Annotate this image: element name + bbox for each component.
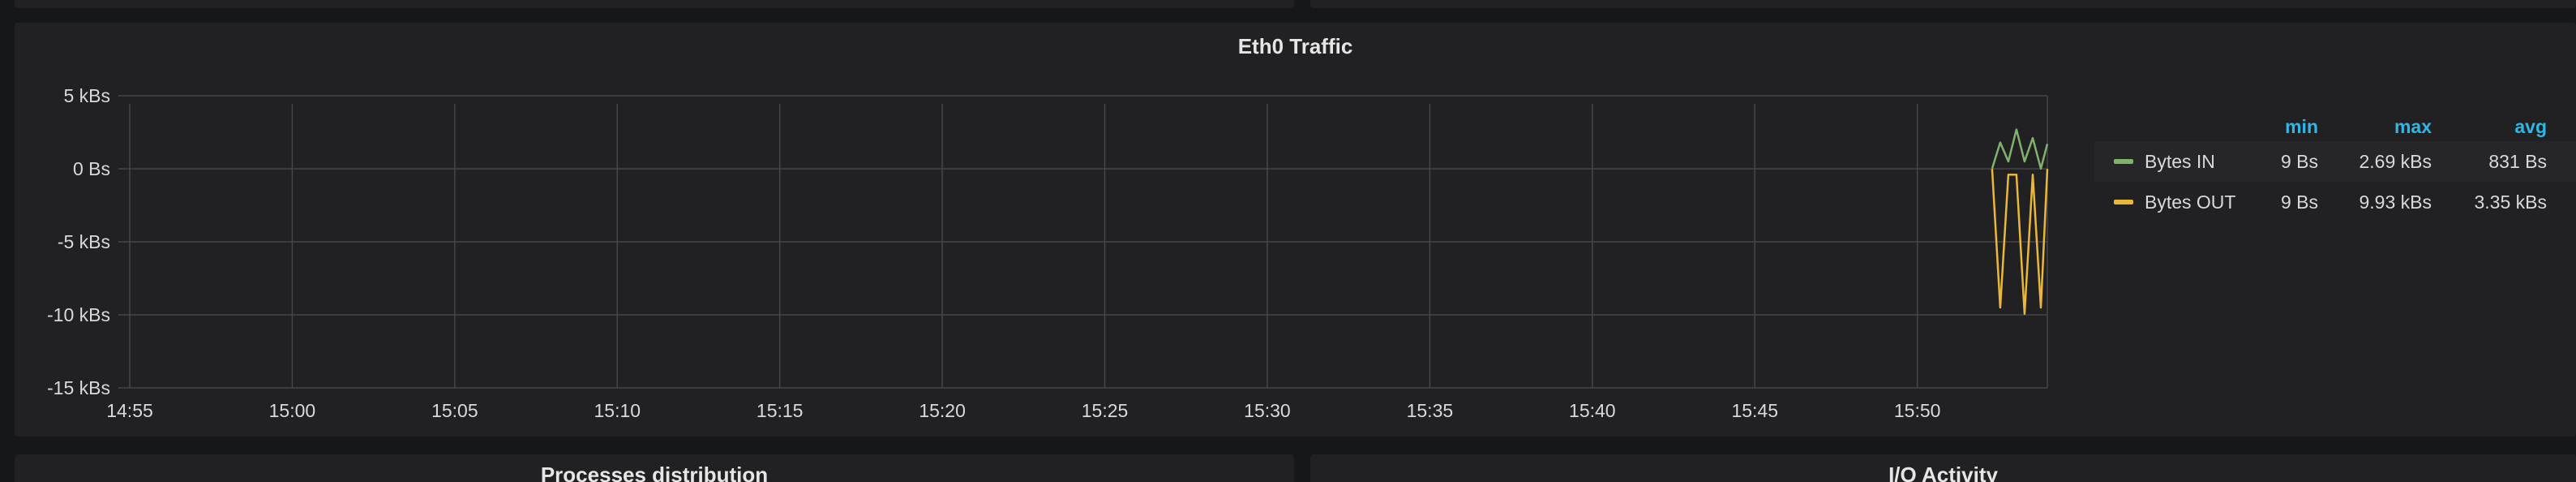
legend-header: min max avg [2094, 112, 2576, 141]
processes-distribution-panel: Processes distribution [15, 454, 1294, 482]
legend-avg-value: 3.35 kBs [2474, 191, 2548, 213]
io-activity-panel: I/O Activity [1310, 454, 2576, 482]
legend-header-avg[interactable]: avg [2514, 115, 2547, 137]
x-tick-label: 15:05 [431, 400, 478, 421]
x-tick-label: 14:55 [106, 400, 153, 421]
legend-row-bytes-in[interactable]: Bytes IN 9 Bs 2.69 kBs 831 Bs [2094, 141, 2576, 182]
top-left-panel-edge [15, 0, 1294, 8]
x-axis: 14:55 15:00 15:05 15:10 15:15 15:20 15:25 15:30… [106, 400, 1940, 421]
top-right-panel-edge [1310, 0, 2576, 8]
x-tick-label: 15:40 [1569, 400, 1616, 421]
legend-avg-value: 831 Bs [2488, 150, 2547, 172]
legend: min max avg Bytes IN 9 Bs 2.69 kBs 831 B… [2094, 112, 2576, 222]
x-tick-label: 15:20 [919, 400, 966, 421]
x-tick-label: 15:45 [1731, 400, 1778, 421]
legend-series-name[interactable]: Bytes IN [2145, 150, 2215, 172]
series[interactable] [1991, 128, 2049, 315]
grid [118, 95, 2048, 389]
legend-max-value: 9.93 kBs [2359, 191, 2432, 213]
x-tick-label: 15:00 [269, 400, 316, 421]
y-tick-label: 5 kBs [63, 85, 110, 106]
y-tick-label: 0 Bs [73, 158, 110, 179]
x-tick-label: 15:35 [1407, 400, 1454, 421]
legend-min-value: 9 Bs [2280, 150, 2318, 172]
legend-header-min[interactable]: min [2285, 115, 2318, 137]
panel-title[interactable]: Eth0 Traffic [1237, 34, 1353, 58]
legend-max-value: 2.69 kBs [2359, 150, 2432, 172]
x-tick-label: 15:15 [757, 400, 804, 421]
eth0-traffic-panel: Eth0 Traffic 5 kBs 0 Bs -5 kBs -10 kBs -15 k… [15, 23, 2576, 437]
legend-min-value: 9 Bs [2280, 191, 2318, 213]
y-tick-label: -10 kBs [47, 304, 110, 325]
panel-title[interactable]: I/O Activity [1888, 463, 1998, 482]
x-tick-label: 15:10 [594, 400, 641, 421]
series-color-swatch[interactable] [2114, 200, 2133, 204]
x-tick-label: 15:25 [1082, 400, 1129, 421]
traffic-chart[interactable]: 5 kBs 0 Bs -5 kBs -10 kBs -15 kBs 14:55 15:00… [15, 23, 2074, 437]
x-tick-label: 15:50 [1894, 400, 1941, 421]
y-axis: 5 kBs 0 Bs -5 kBs -10 kBs -15 kBs [47, 85, 110, 398]
series-line-bytes-out[interactable] [1991, 169, 2049, 315]
legend-header-max[interactable]: max [2394, 115, 2432, 137]
y-tick-label: -15 kBs [47, 377, 110, 398]
series-line-bytes-in[interactable] [1991, 128, 2049, 170]
x-tick-label: 15:30 [1244, 400, 1291, 421]
series-color-swatch[interactable] [2114, 159, 2133, 164]
y-tick-label: -5 kBs [58, 231, 110, 252]
panel-title[interactable]: Processes distribution [540, 463, 769, 482]
legend-row-bytes-out[interactable]: Bytes OUT 9 Bs 9.93 kBs 3.35 kBs [2094, 182, 2576, 222]
legend-series-name[interactable]: Bytes OUT [2145, 191, 2236, 213]
